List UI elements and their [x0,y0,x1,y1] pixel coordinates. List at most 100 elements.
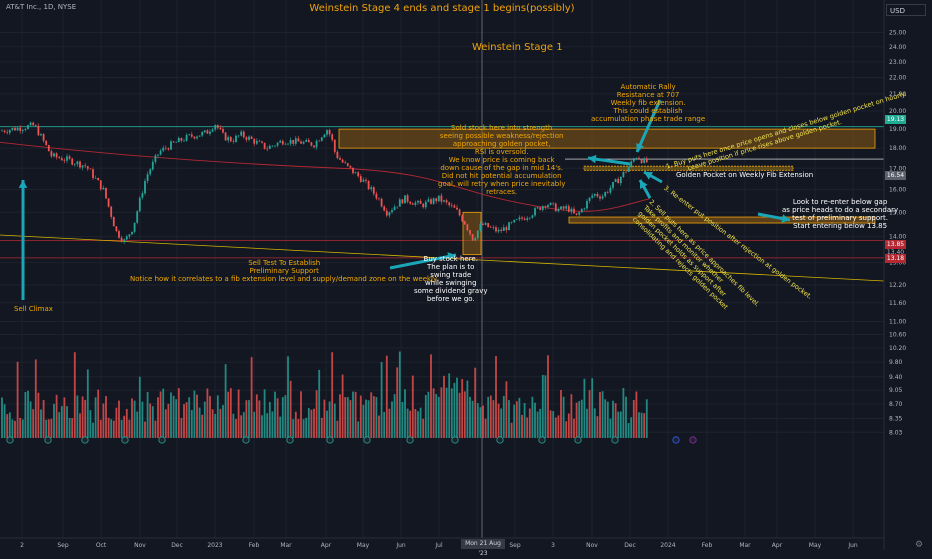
candle-body [318,140,321,142]
candle-body [40,134,42,136]
volume-bar [544,375,547,438]
stage1-label: Weinstein Stage 1 [472,42,563,53]
candle-body [599,196,601,199]
candle-body [357,172,360,177]
volume-bar [619,411,622,438]
volume-bar [380,362,383,438]
volume-bar [562,396,565,438]
candle-body [240,131,243,136]
volume-bar [508,400,510,438]
time-axis[interactable]: 2SepOctNovDec2023FebMarAprMayJunJulAugSe… [0,537,884,549]
x-tick-label: Apr [321,542,332,549]
candle-body [593,193,596,196]
candle-body [606,192,609,193]
candle-body [284,144,287,145]
volume-bar [266,413,269,438]
volume-bar [341,374,344,438]
volume-bar [531,396,534,438]
sell-test-note: Sell Test To Establish Preliminary Suppo… [130,259,438,283]
y-tick-label: 9.40 [889,374,903,381]
volume-bar [1,397,3,438]
candle-body [466,224,469,231]
volume-bar [445,387,448,438]
volume-bar [456,377,458,438]
volume-bar [138,376,141,438]
y-tick-label: 17.00 [889,165,906,172]
candle-body [586,200,588,209]
step3-arrow-head [644,172,653,180]
candle-body [73,164,76,165]
price-tag-13-85: 13.85 [885,240,906,249]
candle-body [513,219,516,223]
candle-body [242,131,245,138]
reenter-line: Start entering below 13.85 [793,222,888,230]
volume-bar [128,419,131,438]
candle-body [313,145,315,148]
candle-body [320,137,323,141]
volume-bar [333,403,336,438]
candle-body [575,213,578,215]
volume-bar [276,398,279,438]
volume-bar [424,395,427,438]
candle-body [331,134,334,140]
volume-bar [255,394,258,438]
y-tick-label: 15.00 [889,209,906,216]
golden-pocket-zone [583,165,794,171]
candle-body [248,136,250,140]
volume-bar [411,375,414,438]
volume-bar [479,407,482,438]
volume-bar [42,400,45,438]
candle-body [203,130,206,133]
candle-body [307,139,310,143]
volume-bar [19,417,22,438]
candle-body [557,209,560,212]
volume-bar [406,408,409,438]
volume-bar [359,395,362,438]
event-marker [242,436,250,444]
volume-bar [154,420,157,438]
price-axis[interactable]: 25.00 24.00 23.00 22.00 21.00 20.00 19.00 18.00… [883,0,906,550]
volume-bar [549,410,552,438]
candle-body [411,203,414,205]
candle-body [544,206,547,208]
candle-body [107,198,110,207]
volume-bar [599,392,601,438]
symbol-label[interactable]: AT&T Inc., 1D, NYSE [6,3,77,11]
y-tick-label: 13.00 [889,260,906,267]
volume-series [1,351,697,444]
candle-body [292,139,295,144]
volume-bar [151,406,154,438]
y-tick-label: 19.00 [889,126,906,133]
volume-bar [279,416,282,438]
volume-bar [188,397,191,438]
candle-body [162,147,165,151]
sell-climax-arrow-head [18,180,28,188]
sold-line: Sold stock here into strength [451,124,553,132]
price-tag-13-18: 13.18 [885,254,906,263]
volume-bar [162,388,165,438]
candle-body [294,138,297,144]
candle-body [138,197,141,212]
volume-bar [430,354,432,438]
candle-body [131,231,133,235]
x-tick-label: Nov [134,542,146,549]
x-tick-label: Feb [702,542,713,549]
candle-body [487,223,490,228]
volume-bar [391,401,393,438]
volume-bar [79,413,81,438]
candle-body [523,218,526,220]
volume-bar [310,409,313,438]
candle-body [489,227,492,228]
gear-icon[interactable]: ⚙ [915,540,924,550]
candle-body [580,208,583,213]
volume-bar [588,390,591,438]
candle-body [536,207,539,209]
volume-bar [250,357,253,438]
candle-body [578,212,581,215]
candle-body [632,159,635,162]
candle-body [276,142,279,146]
currency-selector[interactable]: USD [886,4,926,16]
volume-bar [242,412,245,438]
